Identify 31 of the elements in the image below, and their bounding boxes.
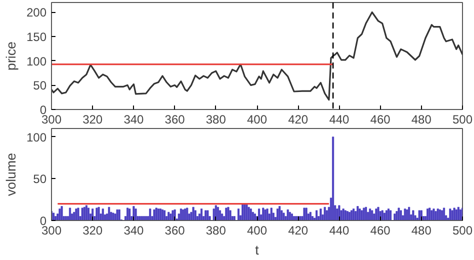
y-tick-label: 200 — [26, 6, 47, 20]
x-tick-label: 440 — [329, 112, 350, 126]
x-axis-title: t — [255, 242, 260, 258]
x-tick-label: 500 — [452, 224, 473, 238]
y-tick-label: 100 — [26, 54, 47, 68]
x-tick-label: 380 — [206, 224, 226, 238]
x-tick-label: 460 — [370, 224, 391, 238]
x-tick-label: 320 — [82, 224, 103, 238]
x-tick-label: 440 — [329, 224, 350, 238]
x-tick-label: 460 — [370, 112, 391, 126]
y-tick-label: 50 — [33, 78, 47, 93]
y-axis-title: volume — [3, 153, 18, 196]
y-axis-title: price — [3, 42, 18, 70]
y-tick-label: 100 — [26, 130, 47, 144]
x-tick-label: 320 — [82, 112, 103, 126]
x-tick-label: 400 — [246, 112, 268, 126]
x-tick-label: 360 — [164, 112, 186, 126]
x-tick-label: 300 — [41, 224, 62, 238]
x-tick-label: 400 — [246, 224, 268, 238]
x-tick-label: 500 — [452, 112, 473, 126]
x-tick-label: 420 — [288, 112, 308, 126]
x-tick-label: 340 — [124, 224, 144, 238]
x-tick-label: 480 — [411, 224, 432, 238]
x-tick-label: 360 — [164, 224, 186, 238]
x-tick-label: 480 — [411, 112, 432, 126]
y-tick-label: 150 — [26, 30, 47, 44]
x-tick-label: 340 — [124, 112, 144, 126]
x-tick-label: 300 — [41, 112, 62, 126]
y-tick-label: 50 — [33, 172, 47, 186]
x-tick-label: 380 — [206, 112, 226, 126]
x-tick-label: 420 — [288, 224, 308, 238]
